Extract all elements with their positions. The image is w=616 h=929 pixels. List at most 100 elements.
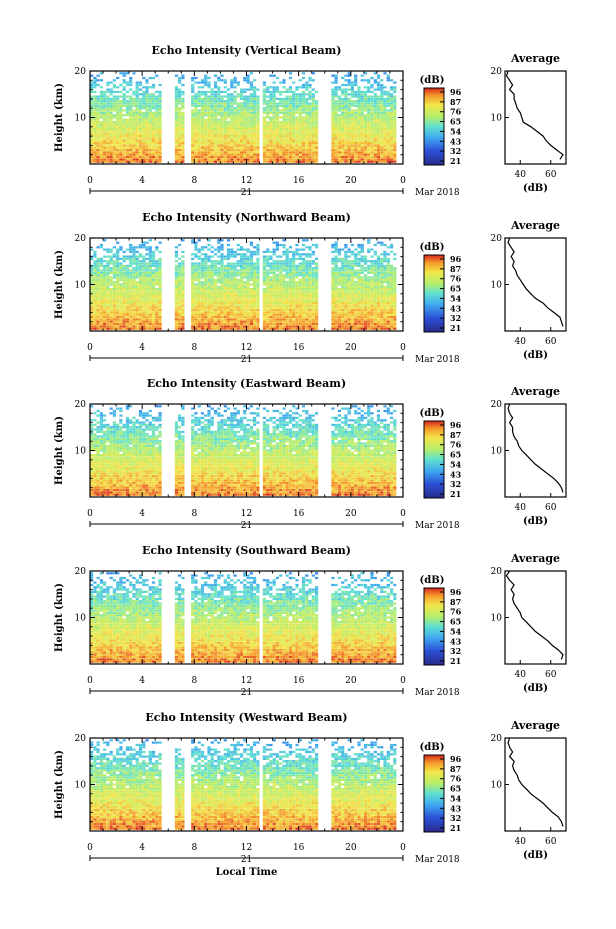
heatmap-cell [224, 114, 227, 116]
heatmap-cell [142, 323, 145, 325]
heatmap-cell [377, 276, 380, 278]
heatmap-cell [367, 116, 370, 118]
heatmap-cell [361, 96, 364, 98]
heatmap-cell [390, 112, 393, 114]
heatmap-cell [289, 323, 292, 325]
heatmap-cell [142, 283, 145, 285]
heatmap-cell [279, 161, 282, 163]
heatmap-cell [370, 328, 373, 330]
heatmap-cell [175, 130, 178, 132]
heatmap-cell [331, 283, 334, 285]
heatmap-cell [106, 300, 109, 302]
heatmap-cell [136, 276, 139, 278]
heatmap-cell [100, 144, 103, 146]
heatmap-cell [393, 302, 396, 304]
heatmap-cell [97, 314, 100, 316]
heatmap-cell [243, 293, 246, 295]
heatmap-cell [357, 123, 360, 125]
heatmap-cell [279, 314, 282, 316]
heatmap-cell [142, 112, 145, 114]
heatmap-cell [299, 304, 302, 306]
heatmap-cell [198, 135, 201, 137]
heatmap-cell [119, 311, 122, 313]
heatmap-cell [149, 272, 152, 274]
heatmap-cell [132, 321, 135, 323]
heatmap-cell [312, 96, 315, 98]
heatmap-cell [269, 133, 272, 135]
heatmap-cell [214, 304, 217, 306]
heatmap-cell [119, 105, 122, 107]
heatmap-cell [116, 288, 119, 290]
heatmap-cell [224, 161, 227, 163]
heatmap-cell [250, 323, 253, 325]
heatmap-cell [152, 98, 155, 100]
heatmap-cell [152, 293, 155, 295]
heatmap-cell [282, 144, 285, 146]
heatmap-cell [116, 112, 119, 114]
heatmap-cell [155, 140, 158, 142]
heatmap-cell [119, 295, 122, 297]
heatmap-cell [178, 93, 181, 95]
heatmap-cell [113, 311, 116, 313]
heatmap-cell [256, 302, 259, 304]
heatmap-cell [106, 91, 109, 93]
heatmap-cell [201, 147, 204, 149]
heatmap-cell [331, 154, 334, 156]
heatmap-cell [279, 283, 282, 285]
heatmap-cell [263, 290, 266, 292]
heatmap-cell [351, 128, 354, 130]
heatmap-cell [201, 286, 204, 288]
heatmap-cell [103, 307, 106, 309]
heatmap-cell [178, 321, 181, 323]
heatmap-cell [367, 286, 370, 288]
heatmap-cell [269, 300, 272, 302]
heatmap-cell [269, 128, 272, 130]
heatmap-cell [387, 156, 390, 158]
heatmap-cell [282, 321, 285, 323]
heatmap-cell [132, 286, 135, 288]
heatmap-cell [276, 135, 279, 137]
heatmap-cell [250, 119, 253, 121]
heatmap-cell [142, 123, 145, 125]
heatmap-cell [149, 269, 152, 271]
heatmap-cell [383, 151, 386, 153]
heatmap-cell [266, 96, 269, 98]
heatmap-cell [383, 121, 386, 123]
heatmap-cell [129, 98, 132, 100]
heatmap-cell [145, 142, 148, 144]
heatmap-cell [191, 283, 194, 285]
heatmap-cell [273, 156, 276, 158]
heatmap-cell [377, 109, 380, 111]
heatmap-cell [207, 86, 210, 88]
heatmap-cell [315, 130, 318, 132]
heatmap-cell [286, 300, 289, 302]
heatmap-cell [253, 109, 256, 111]
heatmap-cell [286, 286, 289, 288]
heatmap-cell [387, 274, 390, 276]
heatmap-cell [191, 272, 194, 274]
heatmap-cell [207, 316, 210, 318]
heatmap-cell [253, 130, 256, 132]
heatmap-cell [93, 147, 96, 149]
heatmap-cell [269, 123, 272, 125]
heatmap-cell [292, 269, 295, 271]
heatmap-cell [338, 140, 341, 142]
heatmap-cell [295, 86, 298, 88]
heatmap-cell [374, 96, 377, 98]
heatmap-cell [204, 119, 207, 121]
heatmap-cell [234, 109, 237, 111]
heatmap-cell [103, 96, 106, 98]
heatmap-cell [159, 103, 162, 105]
heatmap-cell [106, 144, 109, 146]
heatmap-cell [315, 281, 318, 283]
heatmap-cell [224, 300, 227, 302]
heatmap-cell [237, 304, 240, 306]
heatmap-cell [224, 309, 227, 311]
heatmap-cell [387, 103, 390, 105]
heatmap-cell [250, 288, 253, 290]
heatmap-cell [247, 288, 250, 290]
heatmap-cell [136, 314, 139, 316]
heatmap-cell [214, 98, 217, 100]
heatmap-cell [276, 283, 279, 285]
heatmap-cell [175, 109, 178, 111]
